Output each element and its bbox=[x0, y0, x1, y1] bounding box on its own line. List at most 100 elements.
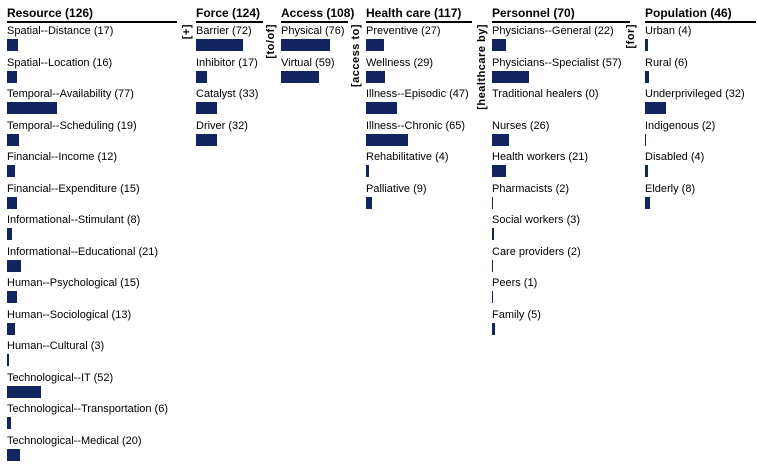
category-row: Informational--Educational (21) bbox=[7, 245, 177, 276]
category-bar bbox=[366, 71, 385, 83]
category-label: Rural (6) bbox=[645, 56, 756, 70]
column-header: Force (124) bbox=[196, 6, 263, 23]
category-list: Preventive (27) Wellness (29) Illness--Epi… bbox=[366, 24, 472, 212]
column-header: Access (108) bbox=[281, 6, 348, 23]
category-row: Illness--Chronic (65) bbox=[366, 119, 472, 150]
category-label: Indigenous (2) bbox=[645, 119, 756, 133]
category-label: Underprivileged (32) bbox=[645, 87, 756, 101]
category-label: Social workers (3) bbox=[492, 213, 630, 227]
category-label: Technological--IT (52) bbox=[7, 371, 177, 385]
column-header: Resource (126) bbox=[7, 6, 177, 23]
category-label: Human--Psychological (15) bbox=[7, 276, 177, 290]
column-access-108: Access (108)Physical (76)Virtual (59) bbox=[281, 6, 348, 86]
category-row: Financial--Income (12) bbox=[7, 150, 177, 181]
category-row: Technological--Medical (20) bbox=[7, 434, 177, 464]
connector-label-: [+] bbox=[180, 24, 194, 39]
category-label: Peers (1) bbox=[492, 276, 630, 290]
category-bar bbox=[7, 354, 9, 366]
category-label: Physicians--General (22) bbox=[492, 24, 630, 38]
category-row: Disabled (4) bbox=[645, 150, 756, 181]
column-personnel-70: Personnel (70)Physicians--General (22)Ph… bbox=[492, 6, 630, 338]
category-row: Underprivileged (32) bbox=[645, 87, 756, 118]
category-row: Indigenous (2) bbox=[645, 119, 756, 150]
category-bar bbox=[7, 102, 57, 114]
category-label: Catalyst (33) bbox=[196, 87, 263, 101]
category-row: Physicians--Specialist (57) bbox=[492, 56, 630, 87]
category-row: Temporal--Scheduling (19) bbox=[7, 119, 177, 150]
category-bar bbox=[281, 71, 319, 83]
category-bar bbox=[366, 197, 372, 209]
category-row: Temporal--Availability (77) bbox=[7, 87, 177, 118]
category-row: Driver (32) bbox=[196, 119, 263, 150]
category-bar bbox=[645, 197, 650, 209]
category-row: Spatial--Distance (17) bbox=[7, 24, 177, 55]
category-row: Technological--Transportation (6) bbox=[7, 402, 177, 433]
category-label: Illness--Episodic (47) bbox=[366, 87, 472, 101]
category-label: Family (5) bbox=[492, 308, 630, 322]
category-bar bbox=[7, 197, 17, 209]
category-bar bbox=[492, 134, 509, 146]
category-bar bbox=[7, 260, 21, 272]
category-list: Physicians--General (22) Physicians--Spec… bbox=[492, 24, 630, 338]
category-row: Wellness (29) bbox=[366, 56, 472, 87]
category-row: Spatial--Location (16) bbox=[7, 56, 177, 87]
category-row: Catalyst (33) bbox=[196, 87, 263, 118]
column-population-46: Population (46)Urban (4)Rural (6)Underpr… bbox=[645, 6, 756, 212]
category-bar bbox=[281, 39, 330, 51]
category-bar bbox=[7, 71, 17, 83]
category-row: Peers (1) bbox=[492, 276, 630, 307]
category-list: Barrier (72)Inhibitor (17)Catalyst (33)D… bbox=[196, 24, 263, 149]
category-bar bbox=[7, 134, 19, 146]
category-row: Family (5) bbox=[492, 308, 630, 339]
category-row: Rehabilitative (4) bbox=[366, 150, 472, 181]
category-bar bbox=[492, 323, 495, 335]
category-label: Inhibitor (17) bbox=[196, 56, 263, 70]
column-resource-126: Resource (126)Spatial--Distance (17)Spat… bbox=[7, 6, 177, 464]
category-row: Financial--Expenditure (15) bbox=[7, 182, 177, 213]
category-label: Technological--Transportation (6) bbox=[7, 402, 177, 416]
column-force-124: Force (124)Barrier (72)Inhibitor (17)Cat… bbox=[196, 6, 263, 149]
category-row: Human--Psychological (15) bbox=[7, 276, 177, 307]
category-row: Physicians--General (22) bbox=[492, 24, 630, 55]
category-bar bbox=[645, 165, 648, 177]
category-label: Temporal--Availability (77) bbox=[7, 87, 177, 101]
category-row: Preventive (27) bbox=[366, 24, 472, 55]
category-label: Spatial--Distance (17) bbox=[7, 24, 177, 38]
category-row: Virtual (59) bbox=[281, 56, 348, 87]
category-label: Spatial--Location (16) bbox=[7, 56, 177, 70]
category-label: Wellness (29) bbox=[366, 56, 472, 70]
category-bar bbox=[366, 165, 369, 177]
category-list: Spatial--Distance (17) Spatial--Location … bbox=[7, 24, 177, 464]
category-bar bbox=[196, 71, 207, 83]
category-label: Nurses (26) bbox=[492, 119, 630, 133]
taxonomy-bar-chart: Resource (126)Spatial--Distance (17) Spat… bbox=[0, 0, 757, 454]
category-bar bbox=[7, 386, 41, 398]
connector-label-for: [for] bbox=[624, 24, 638, 49]
category-label: Health workers (21) bbox=[492, 150, 630, 164]
category-label: Traditional healers (0) bbox=[492, 87, 630, 101]
category-label: Preventive (27) bbox=[366, 24, 472, 38]
category-bar bbox=[196, 102, 217, 114]
category-label: Informational--Stimulant (8) bbox=[7, 213, 177, 227]
category-bar bbox=[645, 39, 648, 51]
category-label: Palliative (9) bbox=[366, 182, 472, 196]
category-row: Palliative (9) bbox=[366, 182, 472, 213]
category-label: Virtual (59) bbox=[281, 56, 348, 70]
category-bar bbox=[7, 323, 15, 335]
category-row: Human--Sociological (13) bbox=[7, 308, 177, 339]
category-bar bbox=[645, 134, 646, 146]
category-bar bbox=[7, 417, 11, 429]
category-row: Traditional healers (0) bbox=[492, 87, 630, 118]
category-label: Elderly (8) bbox=[645, 182, 756, 196]
category-bar bbox=[7, 291, 17, 303]
category-row: Pharmacists (2) bbox=[492, 182, 630, 213]
category-bar bbox=[492, 291, 493, 303]
category-row: Elderly (8) bbox=[645, 182, 756, 213]
category-row: Nurses (26) bbox=[492, 119, 630, 150]
category-label: Pharmacists (2) bbox=[492, 182, 630, 196]
connector-label-to-of: [to/of] bbox=[264, 24, 278, 59]
category-row: Physical (76) bbox=[281, 24, 348, 55]
category-row: Health workers (21) bbox=[492, 150, 630, 181]
category-bar bbox=[7, 39, 18, 51]
category-label: Human--Sociological (13) bbox=[7, 308, 177, 322]
